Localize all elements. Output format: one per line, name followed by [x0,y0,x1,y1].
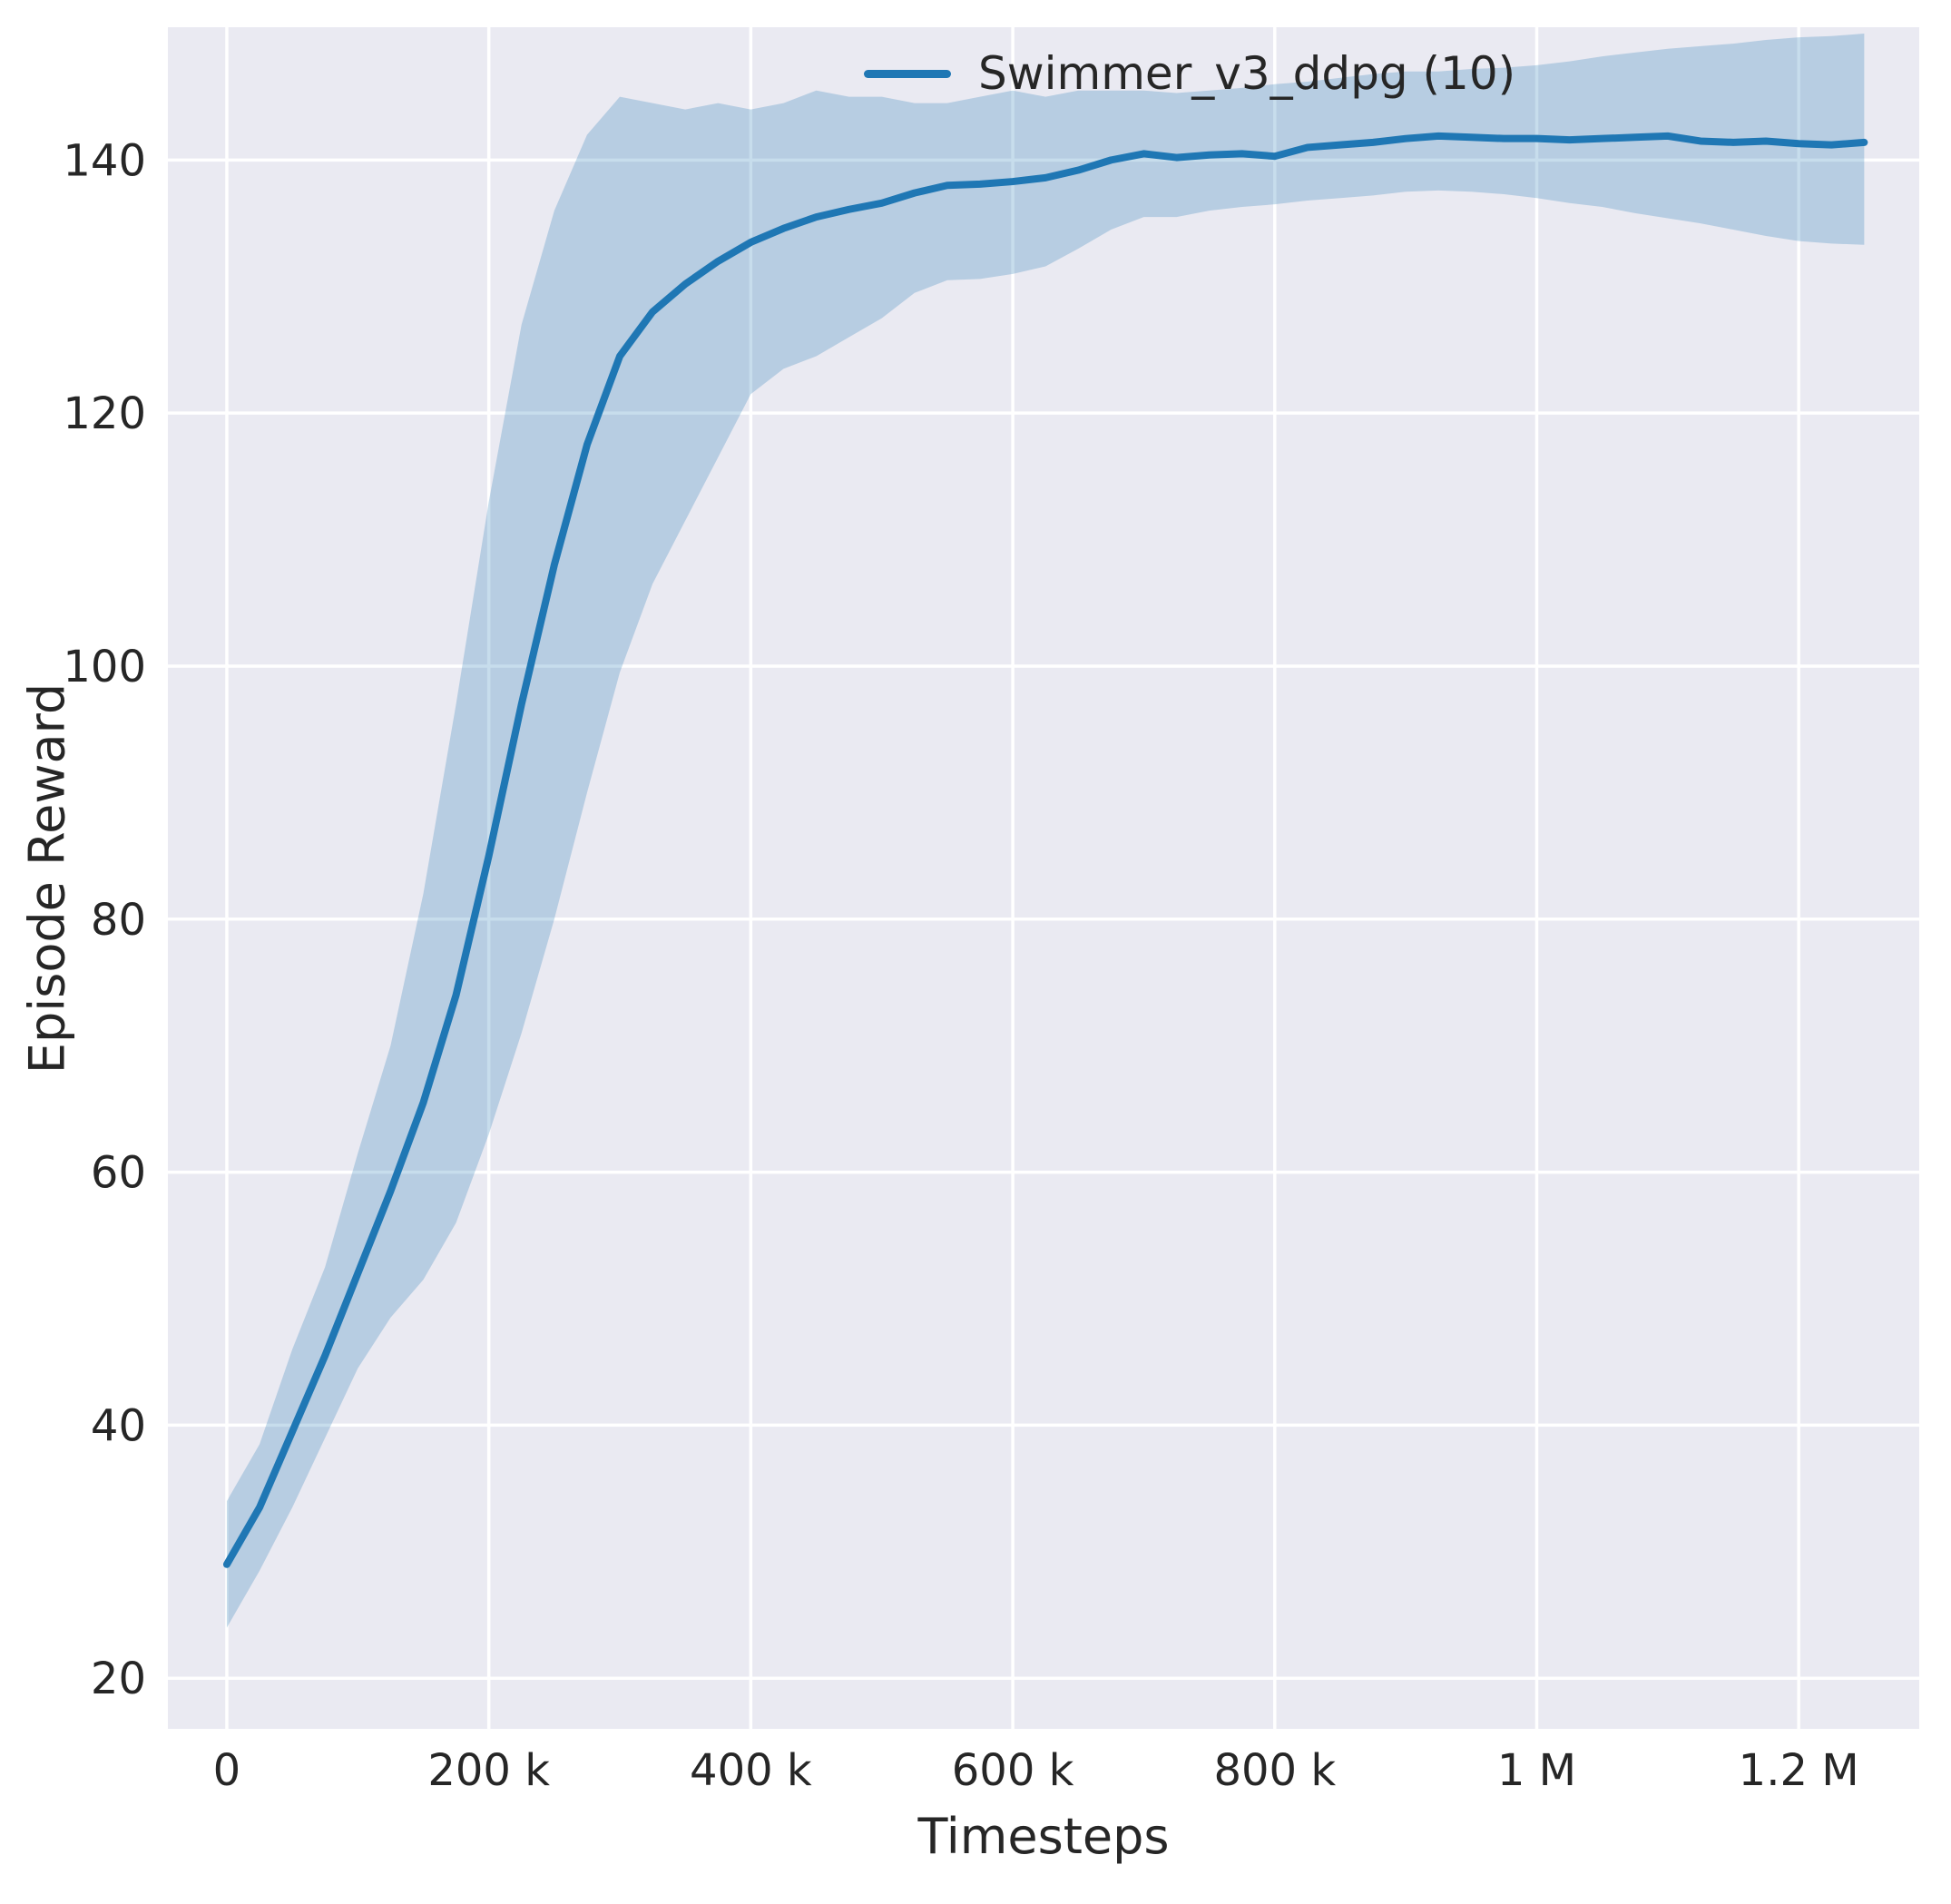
mean-line [222,132,1868,1568]
y-tick-label: 40 [91,1400,146,1451]
x-axis-label: Timesteps [917,1808,1170,1865]
confidence-band [226,33,1865,1628]
y-tick-label: 120 [63,388,146,439]
y-tick-label: 140 [63,135,146,186]
legend-label: Swimmer_v3_ddpg (10) [978,47,1516,100]
y-tick-label: 20 [91,1654,146,1704]
x-tick-label: 800 k [1213,1745,1336,1796]
x-tick-label: 1 M [1497,1745,1576,1796]
legend-line-swatch [864,69,951,78]
x-tick-label: 400 k [690,1745,812,1796]
axes-background [168,27,1919,1729]
x-tick-label: 1.2 M [1739,1745,1859,1796]
y-tick-label: 60 [91,1148,146,1199]
y-axis-label: Episode Reward [18,682,76,1075]
y-tick-label: 80 [91,895,146,946]
legend: Swimmer_v3_ddpg (10) [864,47,1515,100]
y-tick-label: 100 [63,642,146,692]
x-tick-label: 600 k [952,1745,1074,1796]
x-tick-label: 0 [213,1745,241,1796]
x-tick-label: 200 k [427,1745,550,1796]
